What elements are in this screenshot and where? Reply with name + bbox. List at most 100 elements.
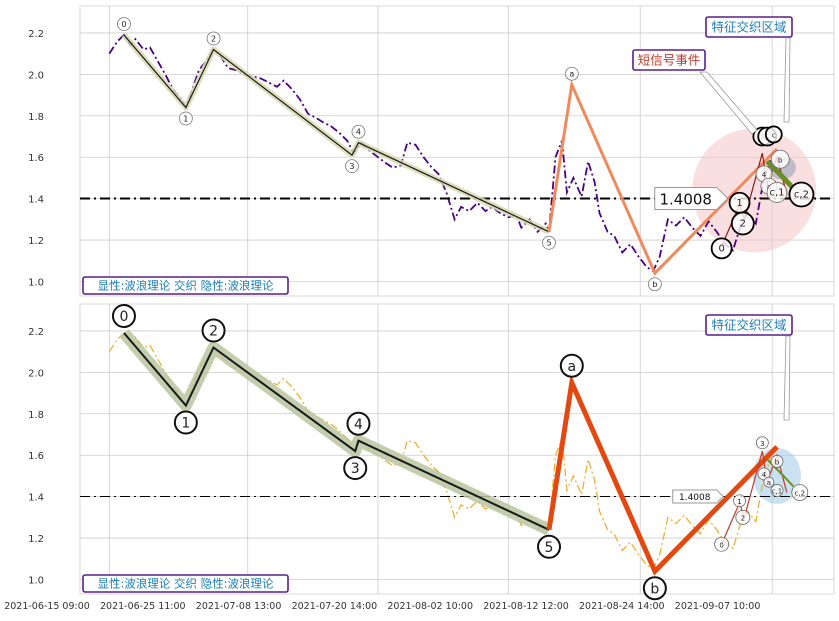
x-tick-label: 2021-06-15 09:00 xyxy=(4,601,90,612)
cluster-label-text: b xyxy=(775,458,780,466)
y-tick-label: 2.2 xyxy=(28,29,44,40)
wave-label-circle xyxy=(559,353,584,378)
reference-value-tag xyxy=(654,186,729,210)
wave-label-text: 4 xyxy=(356,128,361,137)
legend-text: 显性:波浪理论 交织 隐性:波浪理论 xyxy=(97,577,274,591)
impulse-wave-line xyxy=(123,332,550,531)
x-tick-label: 2021-06-25 11:00 xyxy=(100,601,186,612)
wave-label-text: 2 xyxy=(209,324,218,340)
cluster-label-text: 0 xyxy=(719,541,723,549)
cluster-label-circle xyxy=(755,436,769,450)
feature-zone-arrow xyxy=(783,37,791,123)
wave-label-circle xyxy=(642,576,667,601)
cluster-label-text: 2 xyxy=(740,219,746,230)
cluster-label-circle xyxy=(764,125,783,144)
wave-label-text: 5 xyxy=(546,239,551,248)
cluster-label-circle xyxy=(791,484,809,501)
y-tick-label: 1.0 xyxy=(28,576,44,587)
cluster-label-text: 1 xyxy=(737,498,741,506)
x-tick-label: 2021-08-02 10:00 xyxy=(387,601,473,612)
wave-label-circle xyxy=(542,235,556,250)
wave-label-text: 0 xyxy=(121,20,126,29)
x-tick-label: 2021-08-24 14:00 xyxy=(579,601,665,612)
wave-label-circle xyxy=(345,159,359,174)
x-tick-label: 2021-07-20 14:00 xyxy=(292,601,378,612)
wave-label-circle xyxy=(206,31,221,46)
x-tick-label: 2021-07-08 13:00 xyxy=(196,601,282,612)
y-tick-label: 1.4 xyxy=(28,493,44,504)
short-signal-label: 短信号事件 xyxy=(638,53,701,68)
wave-label-circle xyxy=(346,411,371,436)
cluster-label-circle xyxy=(710,237,733,260)
cluster-label-text: c,2 xyxy=(795,490,806,498)
y-tick-label: 1.6 xyxy=(28,451,44,462)
short-signal-arrow xyxy=(699,71,758,135)
y-tick-label: 1.8 xyxy=(28,410,44,421)
feature-zone-arrow xyxy=(783,335,791,421)
cluster-label-text: 0 xyxy=(718,243,724,254)
wave-label-circle xyxy=(343,456,368,481)
cluster-label-text: 1 xyxy=(736,198,742,209)
cluster-label-circle xyxy=(714,536,730,552)
y-tick-label: 1.0 xyxy=(28,278,44,289)
cluster-label-circle xyxy=(730,211,755,236)
y-tick-label: 2.0 xyxy=(28,368,44,379)
wave-label-text: 1 xyxy=(183,114,188,123)
legend-box xyxy=(82,276,289,295)
wave-label-circle xyxy=(173,410,198,435)
wave-label-circle xyxy=(117,17,131,31)
wave-label-text: a xyxy=(569,70,574,79)
wave-label-text: 3 xyxy=(349,162,354,171)
wave-label-text: b xyxy=(650,581,659,597)
cluster-label-circle xyxy=(788,181,815,208)
reference-value-text: 1.4008 xyxy=(659,190,712,208)
y-tick-label: 2.2 xyxy=(28,327,44,338)
cluster-label-circle xyxy=(735,509,751,525)
cluster-label-text: 4 xyxy=(762,471,767,479)
cluster-label-circle xyxy=(763,476,775,488)
feature-zone-label: 特征交织区域 xyxy=(711,20,786,35)
cluster-label-text: c,2 xyxy=(794,190,809,201)
wave-label-text: 0 xyxy=(120,309,129,325)
feature-zone-box xyxy=(705,314,793,336)
wave-label-text: b xyxy=(652,280,657,289)
feature-zone-label: 特征交织区域 xyxy=(711,318,786,333)
wave-label-text: 1 xyxy=(181,416,190,432)
impulse-wave-line xyxy=(123,34,550,233)
wave-label-circle xyxy=(647,277,662,292)
wave-label-circle xyxy=(537,534,562,559)
top-panel: 1.01.21.41.61.82.02.2012345ab01235c4abc,… xyxy=(28,5,835,297)
wave-label-circle xyxy=(564,66,579,81)
y-tick-label: 1.8 xyxy=(28,112,44,123)
reference-value-tag xyxy=(672,489,724,504)
cluster-label-text: c,1 xyxy=(772,487,783,495)
y-tick-label: 1.4 xyxy=(28,195,44,206)
y-tick-label: 1.2 xyxy=(28,236,44,247)
wave-label-circle xyxy=(351,124,366,139)
wave-label-text: 5 xyxy=(545,540,554,556)
x-tick-label: 2021-09-07 10:00 xyxy=(675,601,761,612)
cluster-label-circle xyxy=(766,182,788,203)
short-signal-box xyxy=(632,49,706,71)
wave-label-text: a xyxy=(568,359,577,375)
sub-wave-green xyxy=(765,159,796,191)
cluster-label-text: 3 xyxy=(760,440,764,448)
cluster-label-circle xyxy=(770,149,790,169)
legend-box xyxy=(82,574,289,593)
cluster-label-circle xyxy=(770,484,784,497)
x-tick-label: 2021-08-12 12:00 xyxy=(483,601,569,612)
correction-wave-line xyxy=(547,79,779,276)
cluster-label-text: 4 xyxy=(762,171,767,179)
wave-label-circle xyxy=(111,304,136,328)
wave-label-circle xyxy=(201,318,226,343)
legend-text: 显性:波浪理论 交织 隐性:波浪理论 xyxy=(97,279,274,293)
wave-label-text: 3 xyxy=(351,461,360,477)
cluster-label-text: 2 xyxy=(741,514,745,522)
cluster-label-text: c,1 xyxy=(769,187,784,198)
y-tick-label: 2.0 xyxy=(28,70,44,81)
feature-zone-box xyxy=(705,16,793,38)
wave-label-text: 2 xyxy=(211,34,216,43)
